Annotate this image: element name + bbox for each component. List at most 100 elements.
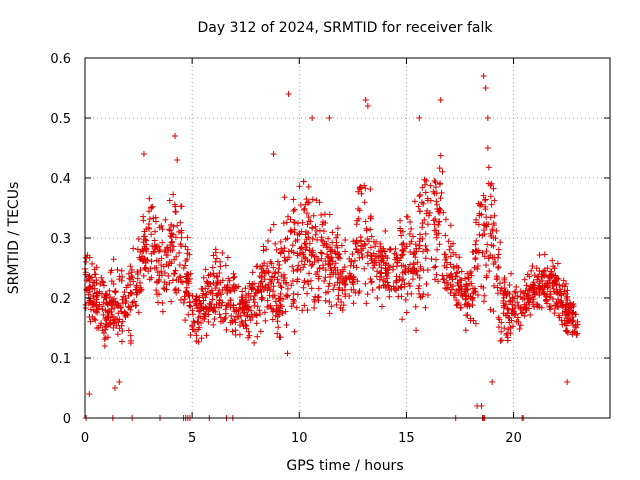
data-point [210,321,217,328]
data-point [545,277,552,284]
data-point [397,217,404,224]
data-point [517,293,524,300]
data-point [559,282,566,289]
data-point [361,182,368,189]
data-point [274,258,281,265]
data-point [431,190,438,197]
data-point [470,290,477,297]
data-point [111,288,118,295]
data-point [536,251,543,258]
data-point [197,300,204,307]
data-point [177,296,184,303]
data-point [195,308,202,315]
data-point [419,220,426,227]
data-point [98,274,105,281]
data-point [464,270,471,277]
data-point [480,227,487,234]
data-point [184,234,191,241]
data-point [440,209,447,216]
data-point [89,260,96,267]
data-point [481,292,488,299]
data-point [242,285,249,292]
data-point [227,304,234,311]
data-point [416,193,423,200]
data-point [196,294,203,301]
data-point [521,276,528,283]
data-point [277,238,284,245]
data-point [316,199,323,206]
data-point [465,300,472,307]
data-point [232,313,239,320]
data-point [489,227,496,234]
data-point [436,241,443,248]
data-point [362,280,369,287]
data-point [349,251,356,258]
data-point [112,385,118,391]
data-point [417,231,424,238]
data-point [127,263,134,270]
data-point [202,266,209,273]
data-point [493,276,500,283]
data-point [245,328,252,335]
data-point [214,274,221,281]
data-point [169,238,176,245]
data-point [219,250,226,257]
data-point [307,247,314,254]
data-point [554,260,561,267]
data-point [282,236,289,243]
data-point [126,304,133,311]
data-point [472,254,479,261]
data-point [490,234,497,241]
data-point [318,250,325,257]
data-point [379,303,386,310]
data-point [300,284,307,291]
data-point [140,272,147,279]
data-point [458,283,465,290]
data-point [274,330,281,337]
data-point [435,221,442,228]
data-point [301,240,308,247]
data-point [203,278,210,285]
x-tick-label: 20 [505,431,522,446]
data-point [399,251,406,258]
data-point [223,284,230,291]
data-point [306,258,313,265]
data-point [174,222,181,229]
data-point [137,267,144,274]
data-point [505,306,512,313]
data-point [474,291,481,298]
data-point [165,262,172,269]
data-point [486,268,493,275]
data-point [158,222,165,229]
data-point [534,284,541,291]
data-point [467,315,474,322]
data-point [316,227,323,234]
data-point [487,193,494,200]
data-point [166,279,173,286]
data-point [265,237,272,244]
data-point [176,262,183,269]
data-point [547,306,554,313]
data-point [478,283,485,290]
data-point [99,306,106,313]
data-point [501,302,508,309]
data-point [482,85,489,91]
data-point [261,260,268,267]
data-point [397,227,404,234]
data-point [417,263,424,270]
data-point [231,273,238,280]
data-point [441,279,448,286]
data-point [299,219,306,226]
data-point [491,197,498,204]
data-point [514,299,521,306]
data-point [361,199,368,206]
data-point [547,268,554,275]
data-point [219,277,226,284]
y-axis-label: SRMTID / TECUs [6,182,22,295]
data-point [270,151,277,157]
data-point [362,185,369,192]
data-point [312,223,319,230]
data-point [315,285,322,292]
data-point [110,324,117,331]
